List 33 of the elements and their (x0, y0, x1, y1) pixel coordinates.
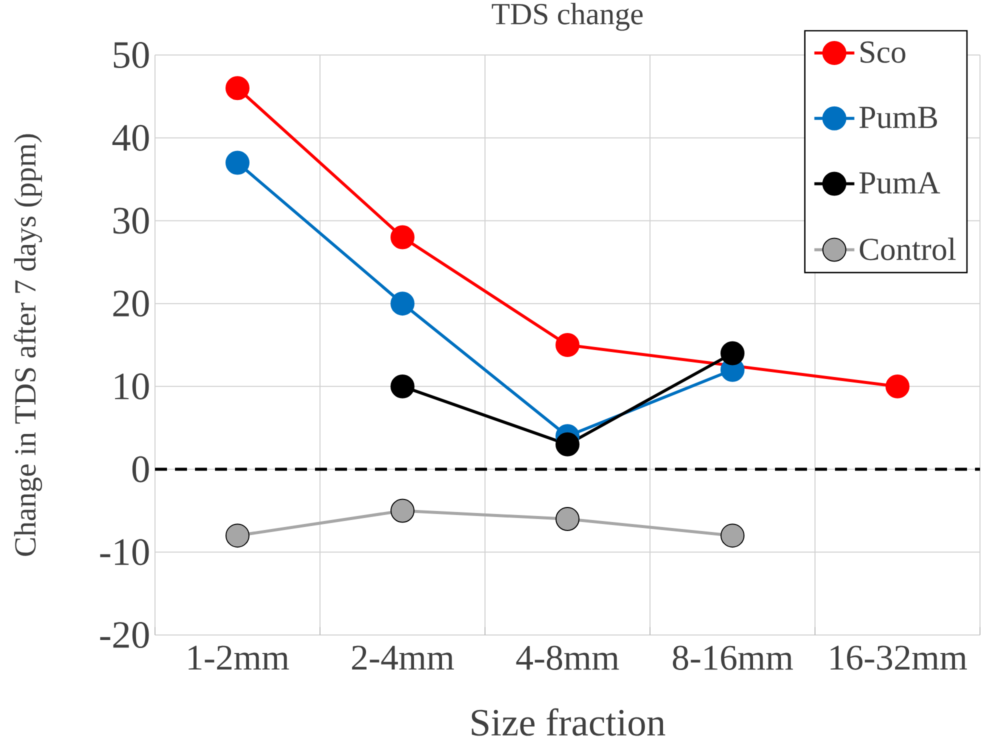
y-tick-label: 50 (114, 42, 149, 68)
x-tick-label: 8-16mm (672, 646, 793, 670)
y-tick-label: 0 (132, 456, 149, 482)
x-tick-label: 2-4mm (352, 646, 454, 670)
chart-title: TDS change (492, 2, 643, 31)
point (720, 524, 744, 548)
legend-label: Sco (860, 41, 906, 63)
point (390, 292, 414, 316)
point (226, 524, 250, 548)
y-tick-label: 30 (113, 208, 149, 234)
point (390, 374, 414, 398)
y-tick-label: 20 (113, 290, 149, 317)
point (226, 150, 250, 175)
legend-label: PumA (859, 172, 940, 194)
x-tick-label: 16-32mm (830, 646, 967, 670)
y-tick-label: -10 (100, 539, 149, 566)
x-tick-label: 1-2mm (188, 646, 289, 670)
point (390, 225, 414, 250)
y-axis-title: Change in TDS after 7 days (ppm) (14, 134, 42, 556)
y-tick-label: 40 (112, 124, 149, 151)
point (556, 333, 580, 357)
x-tick-label: 4-8mm (516, 646, 619, 670)
point (720, 341, 744, 366)
y-tick-label: 10 (115, 373, 149, 400)
point (556, 432, 580, 456)
point (556, 507, 580, 531)
x-axis-title: Size fraction (472, 708, 666, 736)
point (886, 374, 910, 398)
legend-label: Control (860, 238, 956, 260)
legend-label: PumB (859, 106, 937, 128)
y-tick-label: -20 (100, 622, 149, 648)
point (226, 76, 250, 100)
point (390, 498, 414, 523)
